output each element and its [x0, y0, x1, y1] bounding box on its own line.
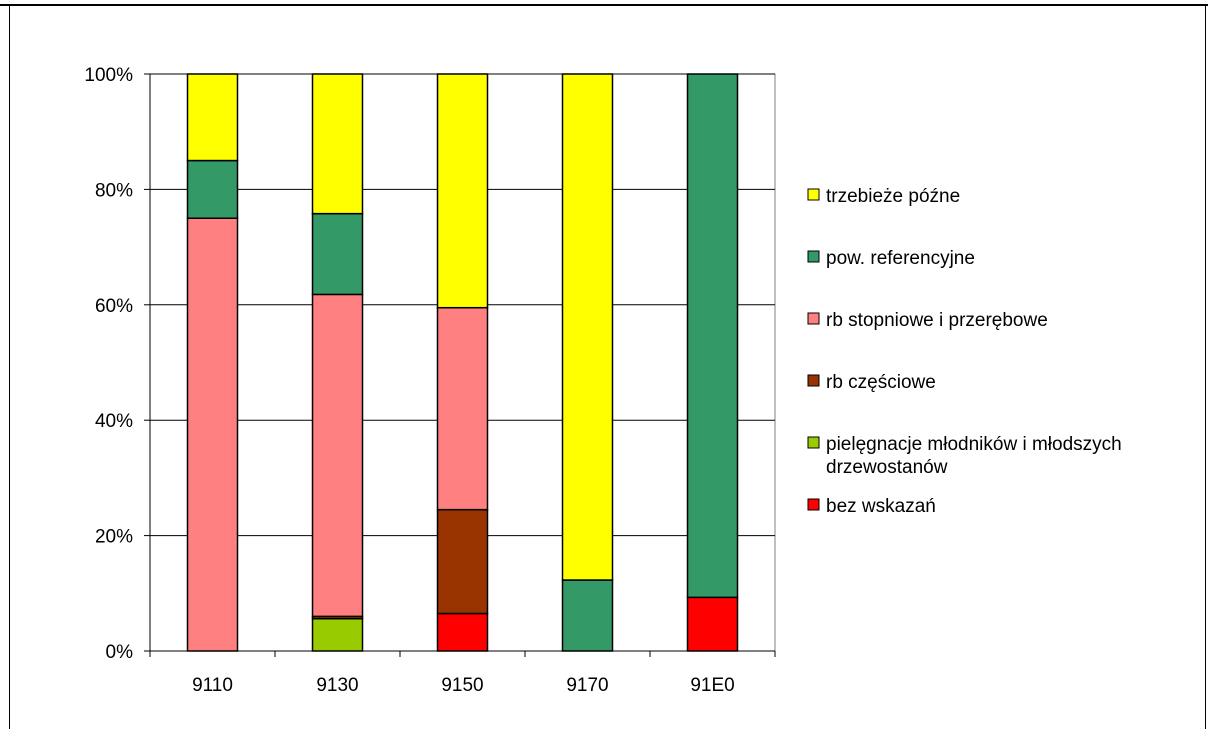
- x-tick-label: 9110: [192, 675, 233, 696]
- bars: [186, 73, 739, 652]
- legend-swatch: [807, 436, 820, 449]
- bar-segment: [311, 73, 364, 215]
- bar-segment: [186, 217, 239, 652]
- bar-segment: [436, 73, 489, 309]
- bar-segment: [561, 73, 614, 581]
- bar-segment: [186, 73, 239, 162]
- x-tick-label: 9170: [566, 675, 608, 696]
- y-tick-label: 20%: [95, 527, 133, 548]
- legend-label: pielęgnacje młodników i młodszych drzewos…: [826, 434, 1122, 478]
- legend-swatch: [807, 374, 820, 387]
- bar-segment: [561, 579, 614, 652]
- x-tick-label: 9150: [441, 675, 483, 696]
- page-frame-left: [9, 4, 10, 729]
- legend-swatch: [807, 312, 820, 325]
- y-tick-label: 0%: [106, 642, 134, 663]
- legend-swatch: [807, 188, 820, 201]
- legend: trzebieże późne pow. referencyjne rb stopn…: [807, 186, 1122, 517]
- y-tick-label: 40%: [95, 411, 133, 432]
- bar-segment: [686, 73, 739, 599]
- legend-label: rb częściowe: [826, 372, 936, 393]
- bar-segment: [311, 293, 364, 618]
- y-axis: 0% 20% 40% 60% 80% 100%: [84, 65, 151, 663]
- legend-label: bez wskazań: [826, 496, 936, 517]
- bar-segment: [436, 612, 489, 652]
- legend-label-line: drzewostanów: [826, 457, 948, 478]
- bar-segment: [436, 508, 489, 615]
- bar-segment: [436, 306, 489, 511]
- legend-label-line: pielęgnacje młodników i młodszych: [826, 434, 1122, 455]
- x-axis: 9110 9130 9150 9170 91E0: [149, 650, 776, 696]
- legend-swatch: [807, 250, 820, 263]
- legend-label: trzebieże późne: [826, 186, 960, 207]
- x-tick-label: 9130: [316, 675, 358, 696]
- y-tick-label: 80%: [95, 180, 133, 201]
- y-tick-label: 100%: [84, 65, 133, 86]
- y-tick-label: 60%: [95, 296, 133, 317]
- bar-segment: [186, 159, 239, 220]
- legend-swatch: [807, 498, 820, 511]
- bar-segment: [311, 212, 364, 296]
- page-frame-top: [0, 4, 1208, 6]
- x-tick-label: 91E0: [690, 675, 734, 696]
- bar-segment: [686, 596, 739, 652]
- bar-segment: [311, 617, 364, 652]
- page-frame-right: [1205, 4, 1206, 729]
- legend-label: pow. referencyjne: [826, 248, 975, 269]
- legend-label: rb stopniowe i przerębowe: [826, 310, 1048, 331]
